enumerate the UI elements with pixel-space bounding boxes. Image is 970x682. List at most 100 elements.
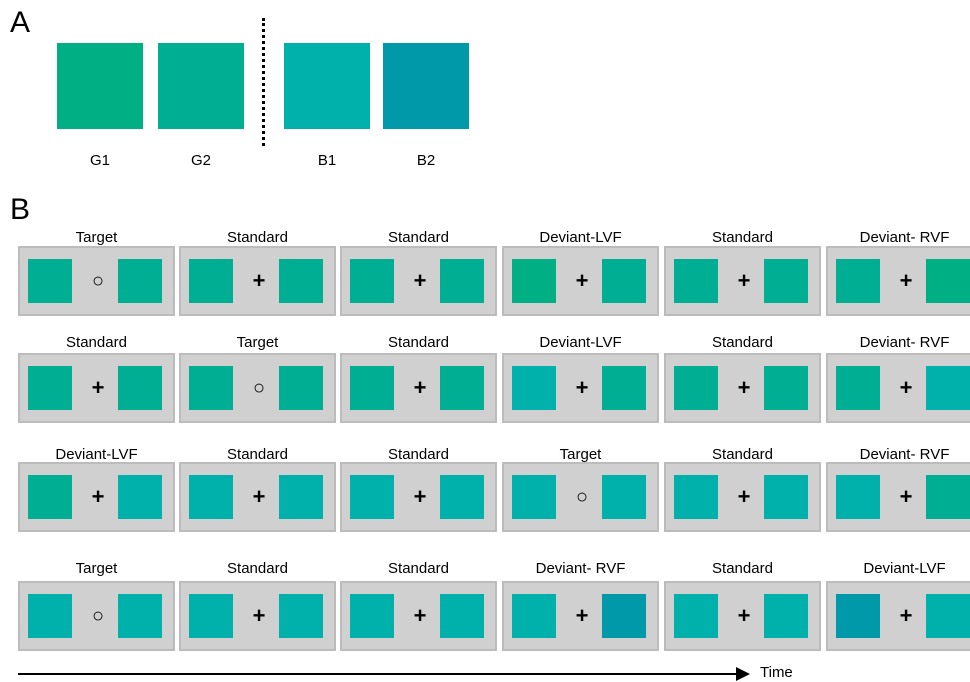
trial-display: + (826, 581, 970, 651)
trial-label: Target (75, 560, 118, 577)
right-stimulus-square (440, 259, 484, 303)
swatch-b2 (383, 43, 469, 129)
fixation-cross-icon: + (252, 268, 266, 293)
right-stimulus-square (764, 366, 808, 410)
right-stimulus-square (118, 259, 162, 303)
fixation-cross-icon: + (737, 268, 751, 293)
fixation-circle-icon: ○ (91, 270, 105, 292)
fixation-cross-icon: + (737, 603, 751, 628)
fixation-circle-icon: ○ (575, 486, 589, 508)
fixation-cross-icon: + (737, 484, 751, 509)
trial-label: Standard (712, 334, 773, 351)
trial-display: ○ (18, 581, 175, 651)
fixation-cross-icon: + (899, 375, 913, 400)
time-arrow-head-icon (736, 667, 750, 681)
right-stimulus-square (118, 594, 162, 638)
left-stimulus-square (28, 475, 72, 519)
fixation-cross-icon: + (575, 375, 589, 400)
left-stimulus-square (350, 475, 394, 519)
swatch-b1 (284, 43, 370, 129)
left-stimulus-square (674, 475, 718, 519)
left-stimulus-square (350, 259, 394, 303)
right-stimulus-square (602, 594, 646, 638)
left-stimulus-square (350, 594, 394, 638)
trial-label: Standard (712, 560, 773, 577)
left-stimulus-square (674, 594, 718, 638)
right-stimulus-square (279, 475, 323, 519)
trial-label: Standard (388, 229, 449, 246)
trial-label: Deviant-LVF (55, 446, 138, 463)
trial-display: + (340, 462, 497, 532)
left-stimulus-square (189, 594, 233, 638)
trial-display: + (502, 581, 659, 651)
trial-label: Target (75, 229, 118, 246)
trial-label: Target (236, 334, 279, 351)
right-stimulus-square (440, 475, 484, 519)
swatch-g2 (158, 43, 244, 129)
trial-label: Deviant- RVF (859, 446, 950, 463)
trial-label: Deviant- RVF (859, 229, 950, 246)
trial-display: + (179, 246, 336, 316)
fixation-cross-icon: + (91, 375, 105, 400)
trial-display: + (664, 462, 821, 532)
right-stimulus-square (926, 259, 970, 303)
trial-display: ○ (179, 353, 336, 423)
fixation-cross-icon: + (899, 603, 913, 628)
trial-display: + (664, 581, 821, 651)
right-stimulus-square (764, 594, 808, 638)
trial-display: + (340, 353, 497, 423)
trial-label: Standard (66, 334, 127, 351)
left-stimulus-square (836, 259, 880, 303)
fixation-cross-icon: + (899, 484, 913, 509)
fixation-cross-icon: + (413, 268, 427, 293)
trial-label: Standard (712, 229, 773, 246)
left-stimulus-square (512, 594, 556, 638)
left-stimulus-square (28, 594, 72, 638)
right-stimulus-square (926, 366, 970, 410)
fixation-cross-icon: + (413, 603, 427, 628)
trial-display: + (826, 246, 970, 316)
fixation-cross-icon: + (252, 484, 266, 509)
left-stimulus-square (350, 366, 394, 410)
left-stimulus-square (189, 475, 233, 519)
fixation-cross-icon: + (737, 375, 751, 400)
trial-display: ○ (502, 462, 659, 532)
trial-display: + (179, 581, 336, 651)
right-stimulus-square (602, 259, 646, 303)
trial-label: Deviant-LVF (863, 560, 946, 577)
trial-display: + (18, 353, 175, 423)
fixation-circle-icon: ○ (91, 605, 105, 627)
fixation-cross-icon: + (413, 375, 427, 400)
swatch-label-b1: B1 (317, 152, 337, 169)
trial-label: Standard (227, 229, 288, 246)
left-stimulus-square (189, 366, 233, 410)
left-stimulus-square (836, 366, 880, 410)
swatch-label-b2: B2 (416, 152, 436, 169)
fixation-circle-icon: ○ (252, 377, 266, 399)
left-stimulus-square (512, 366, 556, 410)
trial-label: Deviant- RVF (859, 334, 950, 351)
left-stimulus-square (674, 366, 718, 410)
right-stimulus-square (926, 594, 970, 638)
time-label: Time (760, 664, 793, 681)
trial-label: Standard (388, 334, 449, 351)
trial-display: + (340, 246, 497, 316)
trial-display: + (502, 246, 659, 316)
right-stimulus-square (279, 366, 323, 410)
left-stimulus-square (189, 259, 233, 303)
right-stimulus-square (118, 475, 162, 519)
trial-display: + (340, 581, 497, 651)
right-stimulus-square (602, 366, 646, 410)
trial-label: Standard (227, 560, 288, 577)
swatch-g1 (57, 43, 143, 129)
fixation-cross-icon: + (575, 603, 589, 628)
trial-label: Deviant-LVF (539, 229, 622, 246)
right-stimulus-square (118, 366, 162, 410)
trial-label: Deviant-LVF (539, 334, 622, 351)
left-stimulus-square (28, 259, 72, 303)
trial-display: + (664, 246, 821, 316)
trial-label: Standard (712, 446, 773, 463)
left-stimulus-square (512, 475, 556, 519)
swatch-label-g1: G1 (89, 152, 110, 169)
category-divider (262, 18, 265, 146)
